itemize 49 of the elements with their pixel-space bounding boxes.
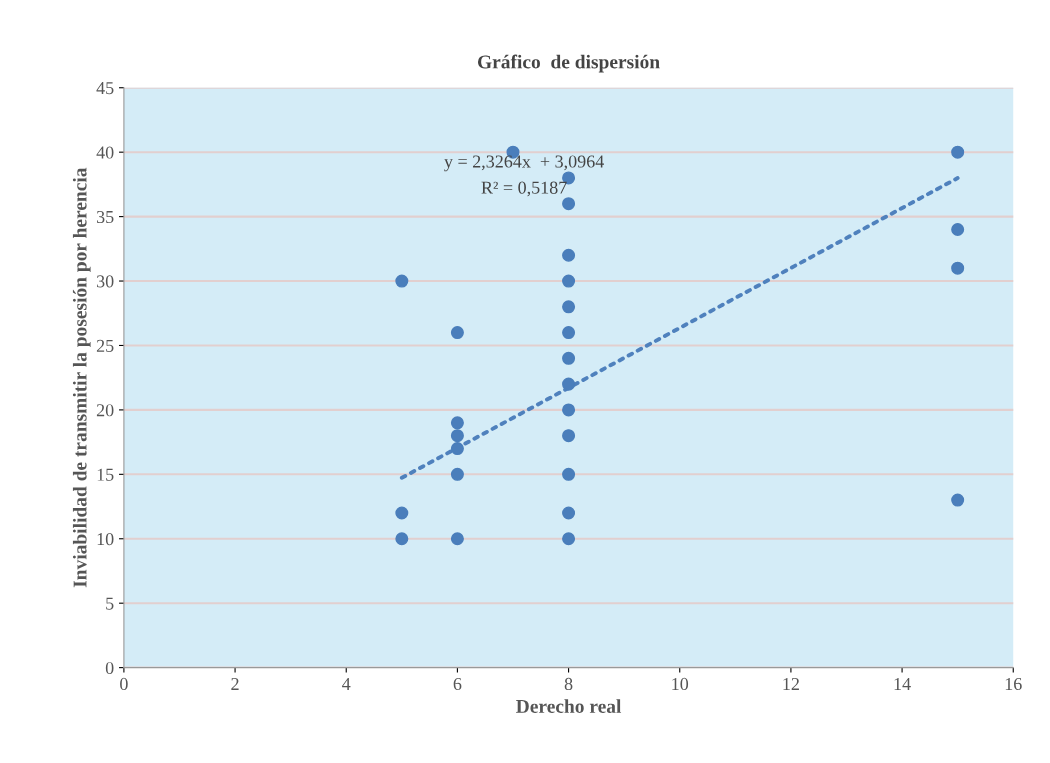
point	[395, 274, 409, 288]
x-tick-label: 2	[231, 677, 239, 690]
y-tick-label: 5	[106, 597, 114, 610]
x-tick-label: 4	[342, 677, 351, 690]
y-axis-title: Inviabilidad de transmitir la posesión por herencia	[72, 167, 91, 588]
x-tick-label: 10	[672, 677, 689, 691]
x-tick-label: 14	[894, 677, 911, 690]
point	[450, 429, 464, 443]
annotation: y = 2,3264x + 3,0964	[444, 155, 604, 172]
y-tick-label: 20	[96, 404, 114, 417]
point	[951, 222, 965, 236]
point	[562, 197, 576, 211]
point	[562, 467, 576, 481]
point	[395, 532, 409, 546]
x-tick-label: 6	[453, 677, 462, 691]
point	[562, 532, 576, 546]
x-tick-label: 12	[783, 677, 799, 690]
point	[562, 300, 576, 314]
point	[562, 274, 576, 288]
x-axis-title: Derecho real	[516, 699, 622, 713]
point	[450, 416, 464, 430]
y-tick-label: 40	[96, 146, 114, 159]
point	[562, 351, 576, 365]
point	[562, 248, 576, 262]
point	[562, 506, 576, 520]
x-tick-label: 0	[120, 677, 128, 691]
chart-title: Gráfico de dispersión	[477, 54, 660, 73]
y-tick-label: 0	[105, 661, 114, 675]
y-tick-label: 35	[96, 210, 114, 224]
y-tick-label: 25	[96, 339, 114, 352]
y-tick-label: 45	[96, 82, 114, 95]
point	[951, 493, 965, 507]
point	[562, 403, 576, 417]
point	[450, 442, 464, 456]
y-tick-label: 10	[97, 533, 114, 546]
y-tick-label: 15	[97, 468, 114, 481]
point	[951, 261, 965, 275]
point	[450, 532, 464, 546]
point	[562, 377, 576, 391]
y-tick-label: 30	[96, 275, 114, 288]
point	[951, 145, 965, 159]
x-tick-label: 8	[564, 677, 573, 691]
point	[395, 506, 409, 520]
point	[450, 326, 464, 340]
x-tick-label: 16	[1005, 677, 1022, 691]
point	[450, 467, 464, 481]
point	[562, 429, 576, 443]
annotation: R² = 0,5187	[481, 181, 567, 197]
point	[562, 326, 576, 340]
